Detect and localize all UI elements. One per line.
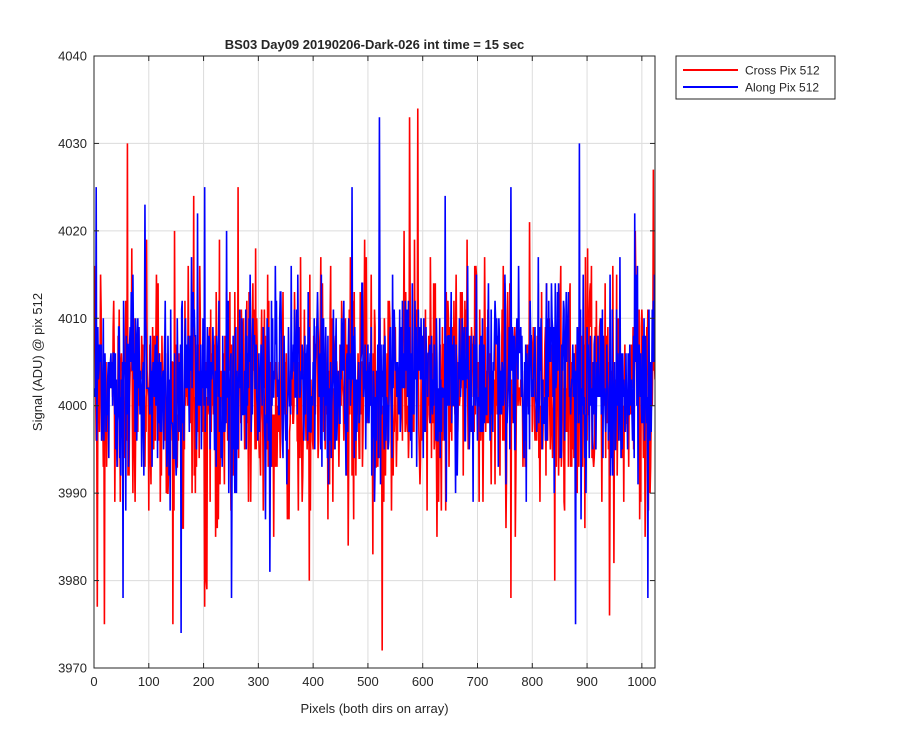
x-tick-label: 300 bbox=[248, 674, 270, 689]
series-group bbox=[94, 108, 655, 651]
series-line-along-pix-512 bbox=[94, 117, 655, 634]
x-tick-label: 900 bbox=[576, 674, 598, 689]
legend: Cross Pix 512 Along Pix 512 bbox=[675, 55, 836, 100]
x-axis-label: Pixels (both dirs on array) bbox=[300, 701, 448, 716]
y-tick-label: 4040 bbox=[58, 49, 87, 64]
x-tick-label: 0 bbox=[90, 674, 97, 689]
y-tick-label: 3990 bbox=[58, 486, 87, 501]
x-tick-label: 200 bbox=[193, 674, 215, 689]
x-tick-label: 100 bbox=[138, 674, 160, 689]
y-tick-label: 3970 bbox=[58, 661, 87, 676]
legend-box bbox=[675, 55, 836, 100]
x-tick-label: 1000 bbox=[627, 674, 656, 689]
y-tick-label: 3980 bbox=[58, 573, 87, 588]
axis-ticks: 0 100 200 300 400 500 600 700 800 900 1000 3970 3980… bbox=[58, 49, 656, 690]
y-axis-label: Signal (ADU) @ pix 512 bbox=[30, 293, 45, 431]
axes-frame bbox=[93, 55, 656, 669]
legend-entry-label: Along Pix 512 bbox=[745, 81, 819, 95]
x-tick-label: 500 bbox=[357, 674, 379, 689]
chart-title: BS03 Day09 20190206-Dark-026 int time = … bbox=[225, 37, 525, 52]
legend-entry-label: Cross Pix 512 bbox=[745, 64, 820, 78]
y-tick-label: 4020 bbox=[58, 223, 87, 238]
y-tick-label: 4000 bbox=[58, 398, 87, 413]
x-tick-label: 700 bbox=[467, 674, 489, 689]
x-tick-label: 400 bbox=[302, 674, 324, 689]
y-tick-label: 4010 bbox=[58, 311, 87, 326]
y-tick-label: 4030 bbox=[58, 136, 87, 151]
x-tick-label: 800 bbox=[521, 674, 543, 689]
x-tick-label: 600 bbox=[412, 674, 434, 689]
